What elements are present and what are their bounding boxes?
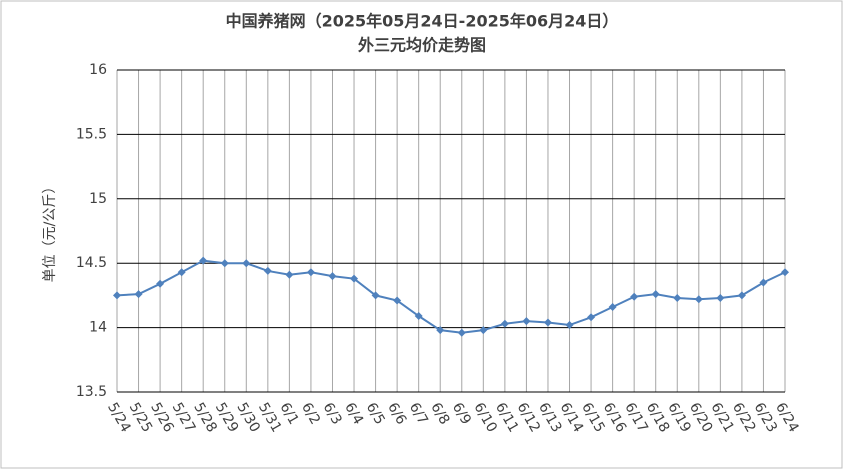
- marker: [350, 274, 359, 283]
- marker: [457, 328, 466, 337]
- marker: [393, 296, 402, 305]
- marker: [285, 270, 294, 279]
- marker: [565, 321, 574, 330]
- marker: [673, 293, 682, 302]
- chart-title: 中国养猪网（2025年05月24日-2025年06月24日）: [226, 12, 619, 31]
- marker: [134, 290, 143, 299]
- marker: [306, 268, 315, 277]
- y-tick-label: 15: [89, 191, 107, 207]
- marker: [630, 292, 639, 301]
- marker: [199, 256, 208, 265]
- marker: [220, 259, 229, 268]
- marker: [479, 326, 488, 335]
- y-tick-label: 15.5: [76, 126, 107, 142]
- marker: [737, 291, 746, 300]
- marker: [759, 278, 768, 287]
- marker: [694, 295, 703, 304]
- marker: [177, 268, 186, 277]
- marker: [156, 279, 165, 288]
- y-tick-label: 16: [89, 62, 107, 78]
- marker: [414, 312, 423, 321]
- marker: [328, 272, 337, 281]
- marker: [500, 319, 509, 328]
- marker: [716, 293, 725, 302]
- marker: [781, 268, 789, 277]
- marker: [543, 318, 552, 327]
- y-tick-label: 13.5: [76, 384, 107, 400]
- y-tick-label: 14: [89, 320, 107, 336]
- marker: [587, 313, 596, 322]
- marker: [113, 291, 121, 300]
- marker: [263, 266, 272, 275]
- marker: [608, 302, 617, 311]
- y-tick-label: 14.5: [76, 255, 107, 271]
- marker: [436, 326, 445, 335]
- y-axis-label: 单位（元/公斤）: [42, 180, 58, 283]
- chart-subtitle: 外三元均价走势图: [357, 36, 486, 55]
- marker: [651, 290, 660, 299]
- marker: [371, 291, 380, 300]
- marker: [522, 317, 531, 326]
- marker: [242, 259, 251, 268]
